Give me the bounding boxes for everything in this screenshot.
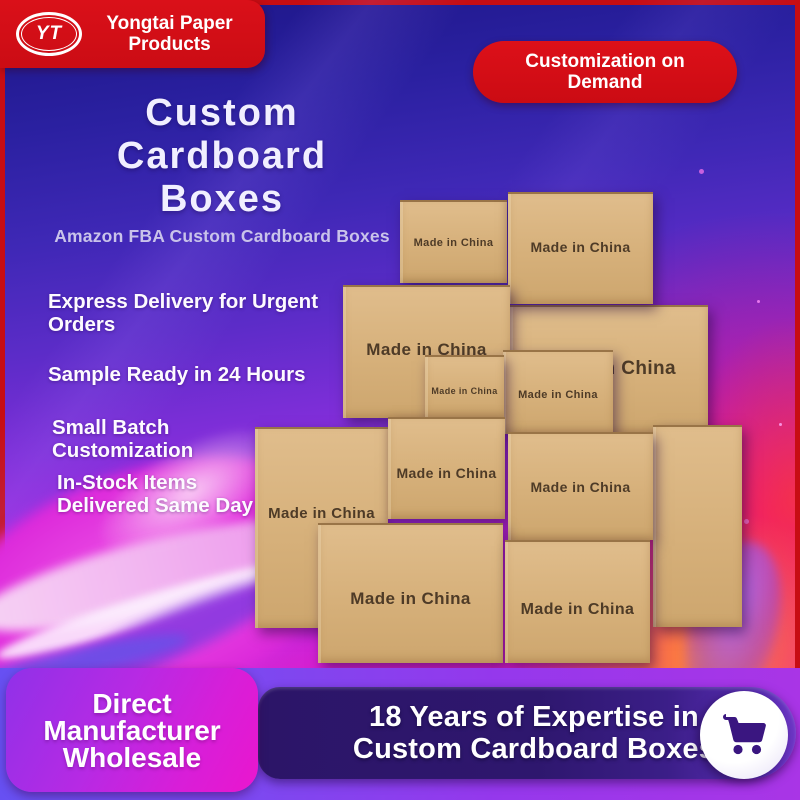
cart-button[interactable] (700, 691, 788, 779)
made-in-china-label: Made in China (431, 386, 498, 396)
customization-badge[interactable]: Customization on Demand (473, 41, 737, 103)
cardboard-box: Made in China (318, 523, 503, 663)
made-in-china-label: Made in China (518, 389, 598, 401)
made-in-china-label: Made in China (396, 465, 497, 481)
cardboard-box: Made in China (503, 350, 613, 434)
shopping-cart-icon (720, 710, 768, 761)
made-in-china-label: Made in China (366, 340, 487, 359)
hero-subtitle: Amazon FBA Custom Cardboard Boxes (54, 226, 390, 246)
cardboard-box: Made in China (508, 192, 653, 304)
feature-in-stock: In-Stock Items Delivered Same Day (57, 471, 254, 517)
page-title-line2: Cardboard (116, 135, 328, 177)
yt-logo-text: YT (35, 23, 63, 44)
wholesale-line3: Wholesale (62, 741, 202, 773)
made-in-china-label: Made in China (530, 479, 631, 495)
feature-small-batch: Small Batch Customization (52, 416, 194, 462)
yt-logo-icon: YT (16, 12, 82, 56)
cardboard-box: Made in China (400, 200, 507, 283)
banner-line2: Custom Cardboard Boxes (352, 733, 716, 765)
made-in-china-label: Made in China (413, 237, 494, 249)
cardboard-box: Made in China (388, 417, 505, 519)
made-in-china-label: Made in China (268, 505, 375, 522)
cardboard-box (653, 425, 742, 627)
made-in-china-label: Made in China (530, 239, 631, 255)
expertise-banner-text: 18 Years of Expertise in Custom Cardboar… (258, 701, 796, 765)
wholesale-line1: Direct (92, 687, 172, 719)
banner-line1: 18 Years of Expertise in (369, 701, 699, 733)
brand-name: Yongtai Paper Products (106, 13, 233, 55)
wholesale-box: Direct Manufacturer Wholesale (6, 668, 258, 792)
made-in-china-label: Made in China (350, 589, 471, 608)
cardboard-box: Made in China (508, 432, 653, 540)
page-title-line1: Custom (145, 92, 299, 134)
cardboard-box: Made in China (505, 540, 650, 663)
made-in-china-label: Made in China (520, 601, 635, 618)
cardboard-box: Made in China (425, 355, 504, 417)
brand-header: YT Yongtai Paper Products (0, 0, 265, 68)
hero-title-block: Custom Cardboard Boxes Amazon FBA Custom… (38, 92, 406, 247)
page-title-line3: Boxes (159, 178, 285, 220)
feature-sample-ready: Sample Ready in 24 Hours (48, 363, 306, 386)
wholesale-line2: Manufacturer (43, 714, 221, 746)
feature-express-delivery: Express Delivery for Urgent Orders (48, 290, 319, 336)
